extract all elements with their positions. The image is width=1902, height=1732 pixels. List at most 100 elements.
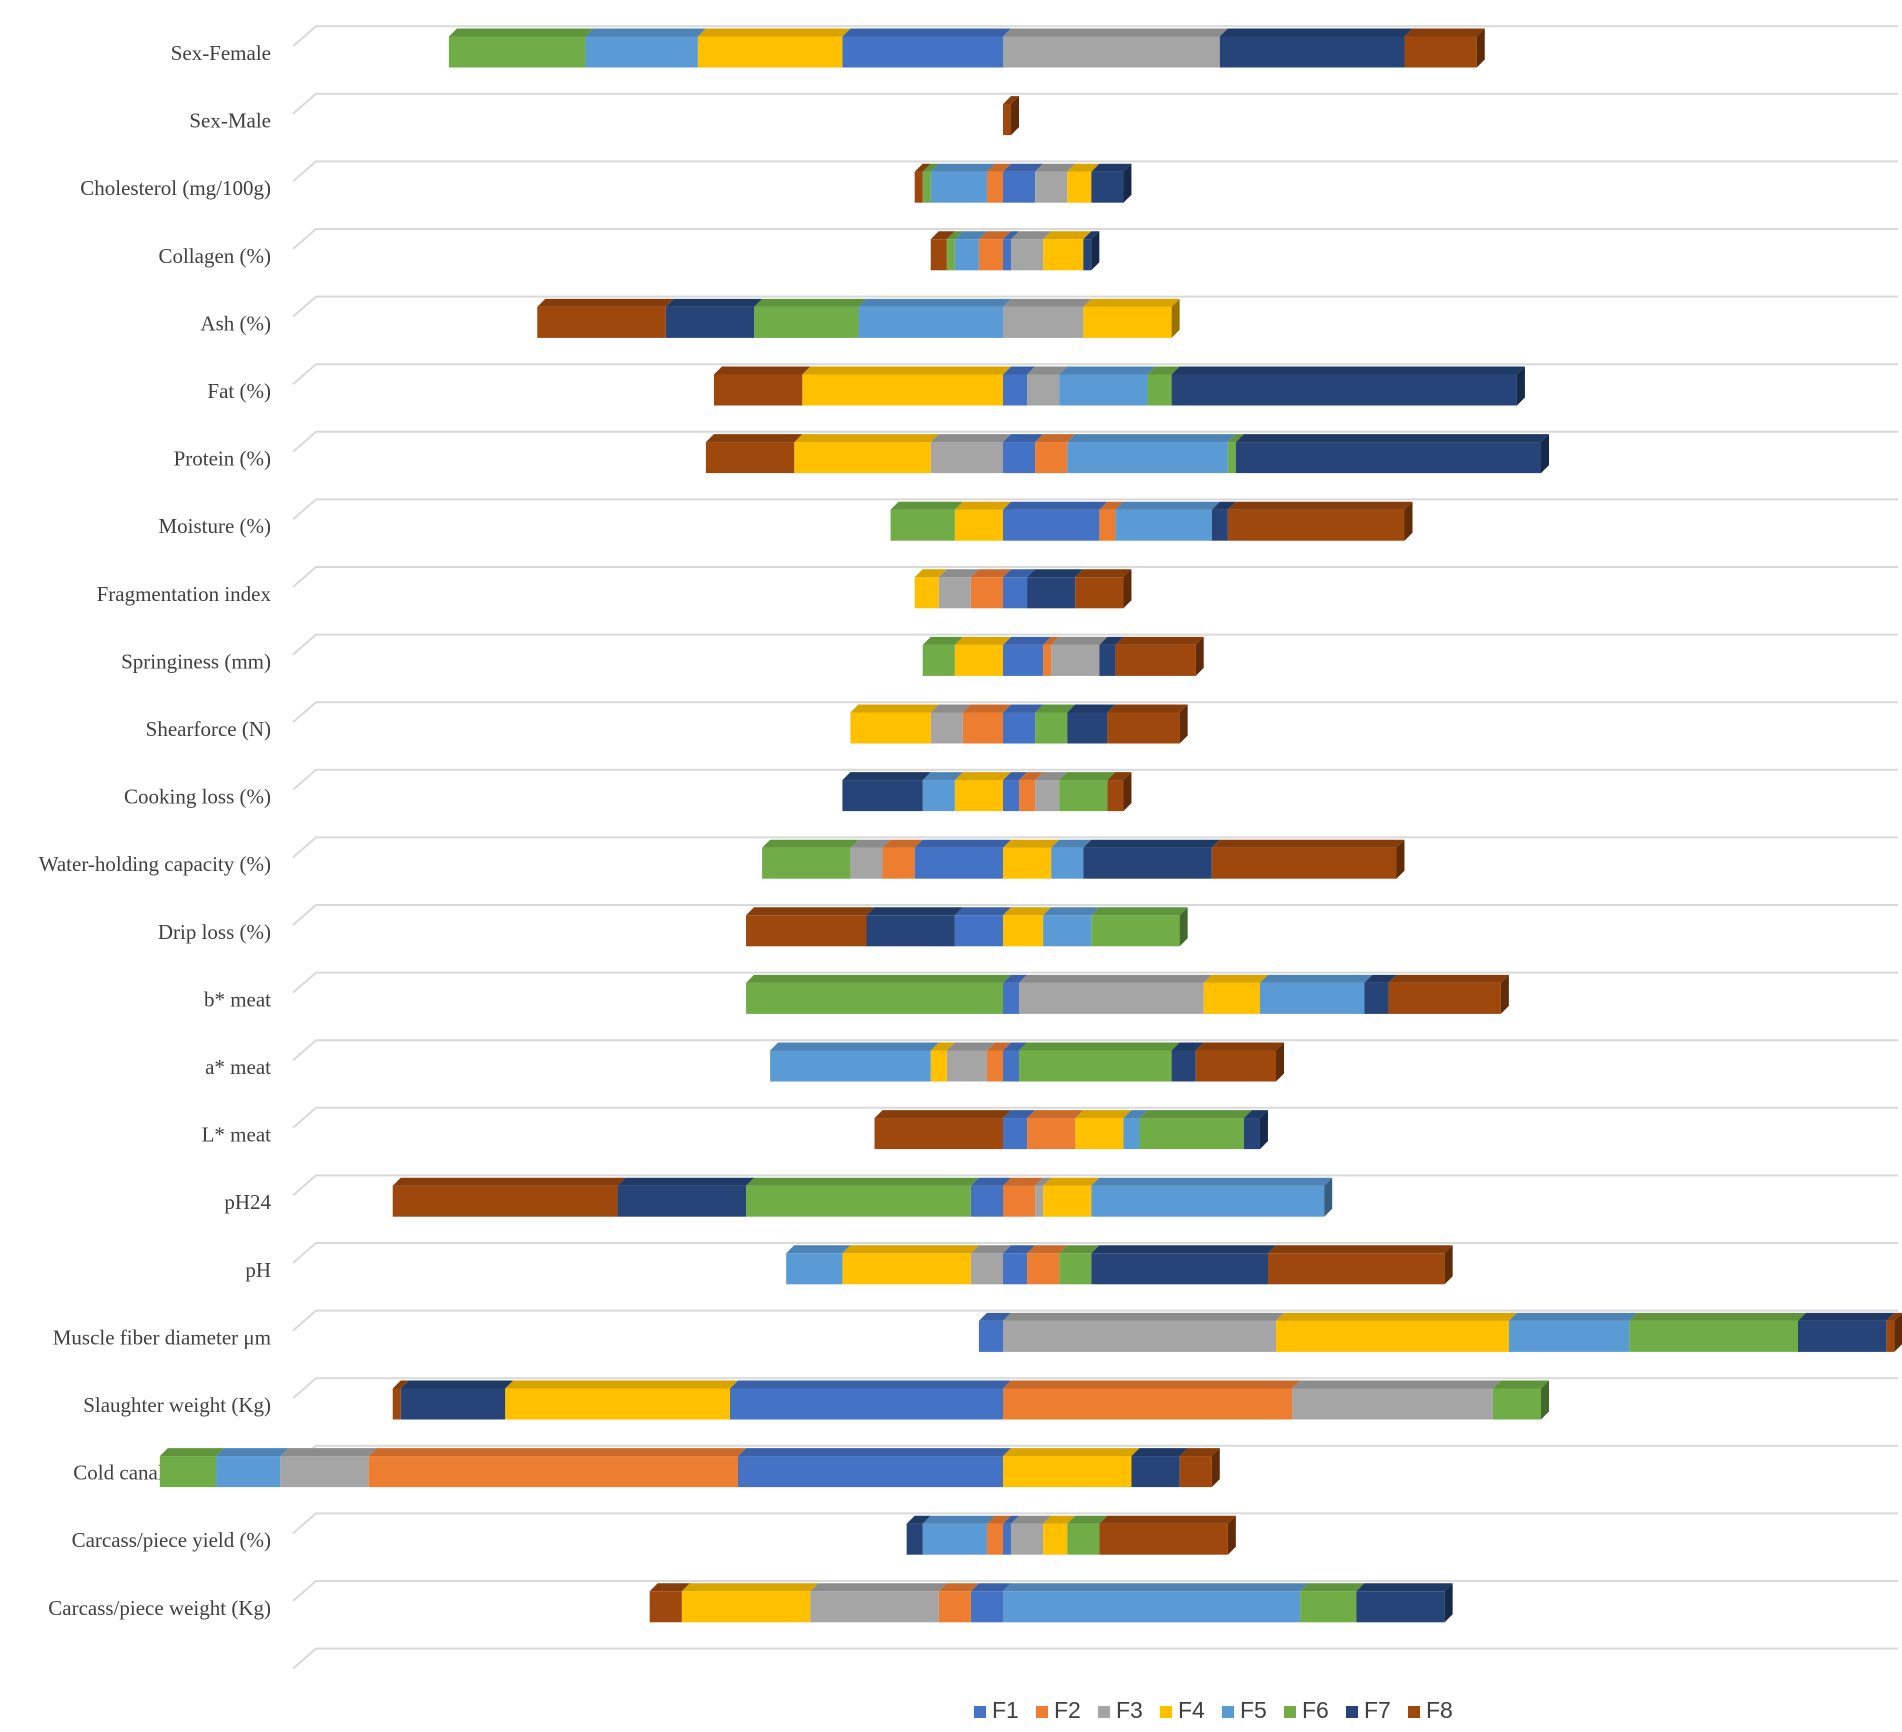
category-label: Carcass/piece yield (%) bbox=[72, 1528, 271, 1552]
bar-segment-f7 bbox=[1131, 1456, 1180, 1488]
bar-segment-top bbox=[1243, 1110, 1268, 1119]
bar-segment-f5 bbox=[1123, 1118, 1140, 1150]
category-label: a* meat bbox=[205, 1055, 271, 1079]
bar-segment-top bbox=[1364, 974, 1397, 983]
bar-segment-f4 bbox=[930, 1050, 947, 1082]
legend-label: F2 bbox=[1054, 1697, 1081, 1723]
bar-row bbox=[770, 1042, 1285, 1082]
bar-segment-top bbox=[770, 1042, 939, 1051]
legend-label: F3 bbox=[1116, 1697, 1143, 1723]
bar-segment-f5 bbox=[1091, 1185, 1325, 1217]
bar-segment-f7 bbox=[1356, 1591, 1445, 1623]
bar-segment-f5 bbox=[954, 239, 979, 271]
bar-segment-f4 bbox=[1003, 847, 1052, 879]
bar-row bbox=[906, 1515, 1236, 1555]
legend-item-f2: F2 bbox=[1036, 1697, 1081, 1723]
legend-item-f3: F3 bbox=[1098, 1697, 1143, 1723]
bar-segment-f7 bbox=[1219, 36, 1405, 68]
bar-segment-top bbox=[858, 298, 1011, 307]
bar-segment-f8 bbox=[713, 374, 803, 406]
gridlines bbox=[292, 25, 1898, 1670]
gridline bbox=[292, 92, 1898, 115]
bar-segment-f6 bbox=[1300, 1591, 1357, 1623]
bar-segment-f3 bbox=[1027, 374, 1060, 406]
bar-segment-f3 bbox=[930, 442, 1003, 474]
bar-segment-f7 bbox=[665, 306, 755, 338]
bar-segment-f7 bbox=[1091, 171, 1124, 203]
bar-segment-f4 bbox=[914, 577, 939, 609]
bar-segment-top bbox=[914, 569, 947, 578]
bar-segment-f3 bbox=[810, 1591, 939, 1623]
bar-segment-f5 bbox=[585, 36, 698, 68]
bar-segment-f1 bbox=[1003, 780, 1020, 812]
bar-segment-f4 bbox=[954, 509, 1003, 541]
bar-segment-top bbox=[954, 231, 987, 240]
gridline bbox=[292, 160, 1898, 183]
bar-segment-f1 bbox=[1003, 171, 1036, 203]
bar-segment-top bbox=[954, 636, 1011, 645]
bar-segment-f2 bbox=[1027, 1118, 1076, 1150]
bar-segment-f5 bbox=[1115, 509, 1212, 541]
bar-segment-f6 bbox=[1139, 1118, 1244, 1150]
legend-label: F7 bbox=[1364, 1697, 1391, 1723]
bar-segment-top bbox=[1003, 636, 1052, 645]
bar-segment-top bbox=[1300, 1583, 1365, 1592]
category-label: b* meat bbox=[204, 987, 271, 1011]
bar-segment-top bbox=[1035, 1177, 1052, 1186]
gridline bbox=[292, 1580, 1898, 1602]
bars bbox=[159, 28, 1902, 1623]
bar-segment-f3 bbox=[1019, 982, 1204, 1014]
bar-segment-top bbox=[1019, 772, 1044, 781]
bar-row bbox=[914, 569, 1132, 609]
bar-segment-f2 bbox=[1019, 780, 1036, 812]
bar-segment-f1 bbox=[1003, 982, 1020, 1014]
legend-swatch bbox=[1160, 1706, 1172, 1718]
bar-segment-top bbox=[1107, 704, 1188, 713]
bar-segment-f4 bbox=[802, 374, 1003, 406]
bar-segment-f7 bbox=[906, 1523, 923, 1555]
bar-row bbox=[537, 298, 1180, 338]
bar-segment-f4 bbox=[505, 1388, 730, 1420]
bar-segment-top bbox=[705, 434, 803, 443]
bar-segment-f5 bbox=[1067, 442, 1228, 474]
bar-segment-f4 bbox=[1043, 1523, 1068, 1555]
bar-segment-f6 bbox=[1147, 374, 1172, 406]
bar-segment-top bbox=[1067, 434, 1236, 443]
legend-label: F4 bbox=[1178, 1697, 1205, 1723]
bar-segment-f8 bbox=[1107, 780, 1124, 812]
bar-segment-top bbox=[1227, 434, 1244, 443]
bar-segment-f6 bbox=[946, 239, 955, 271]
bar-segment-top bbox=[1059, 772, 1116, 781]
bar-row bbox=[392, 1380, 1550, 1420]
bar-segment-f4 bbox=[794, 442, 931, 474]
bar-segment-top bbox=[1003, 96, 1020, 105]
bar-segment-f3 bbox=[1035, 780, 1060, 812]
legend-item-f5: F5 bbox=[1222, 1697, 1267, 1723]
bar-segment-f2 bbox=[986, 171, 1003, 203]
bar-segment-top bbox=[392, 1177, 626, 1186]
bar-segment-top bbox=[1003, 1312, 1285, 1321]
bar-segment-f6 bbox=[1091, 915, 1180, 947]
category-label: Cooking loss (%) bbox=[124, 785, 271, 809]
bar-segment-f5 bbox=[922, 1523, 987, 1555]
bar-segment-top bbox=[978, 1312, 1011, 1321]
legend-swatch bbox=[1036, 1706, 1048, 1718]
bar-segment-f6 bbox=[1227, 442, 1236, 474]
bar-segment-top bbox=[1179, 1448, 1220, 1457]
bar-segment-f5 bbox=[216, 1456, 281, 1488]
gridline bbox=[292, 1512, 1898, 1535]
bar-segment-top bbox=[1051, 839, 1092, 848]
bar-segment-top bbox=[1083, 231, 1100, 240]
bar-segment-f8 bbox=[1075, 577, 1124, 609]
gridline bbox=[292, 498, 1898, 521]
bar-segment-f8 bbox=[1107, 712, 1180, 744]
bar-segment-top bbox=[729, 1380, 1011, 1389]
bar-segment-top bbox=[280, 1448, 377, 1457]
bar-segment-f1 bbox=[729, 1388, 1003, 1420]
bar-segment-top bbox=[585, 28, 706, 37]
bar-segment-top bbox=[1003, 1583, 1309, 1592]
bar-segment-f2 bbox=[978, 239, 1003, 271]
bar-segment-top bbox=[1003, 298, 1092, 307]
bar-segment-top bbox=[400, 1380, 514, 1389]
category-label: Sex-Male bbox=[189, 109, 271, 133]
